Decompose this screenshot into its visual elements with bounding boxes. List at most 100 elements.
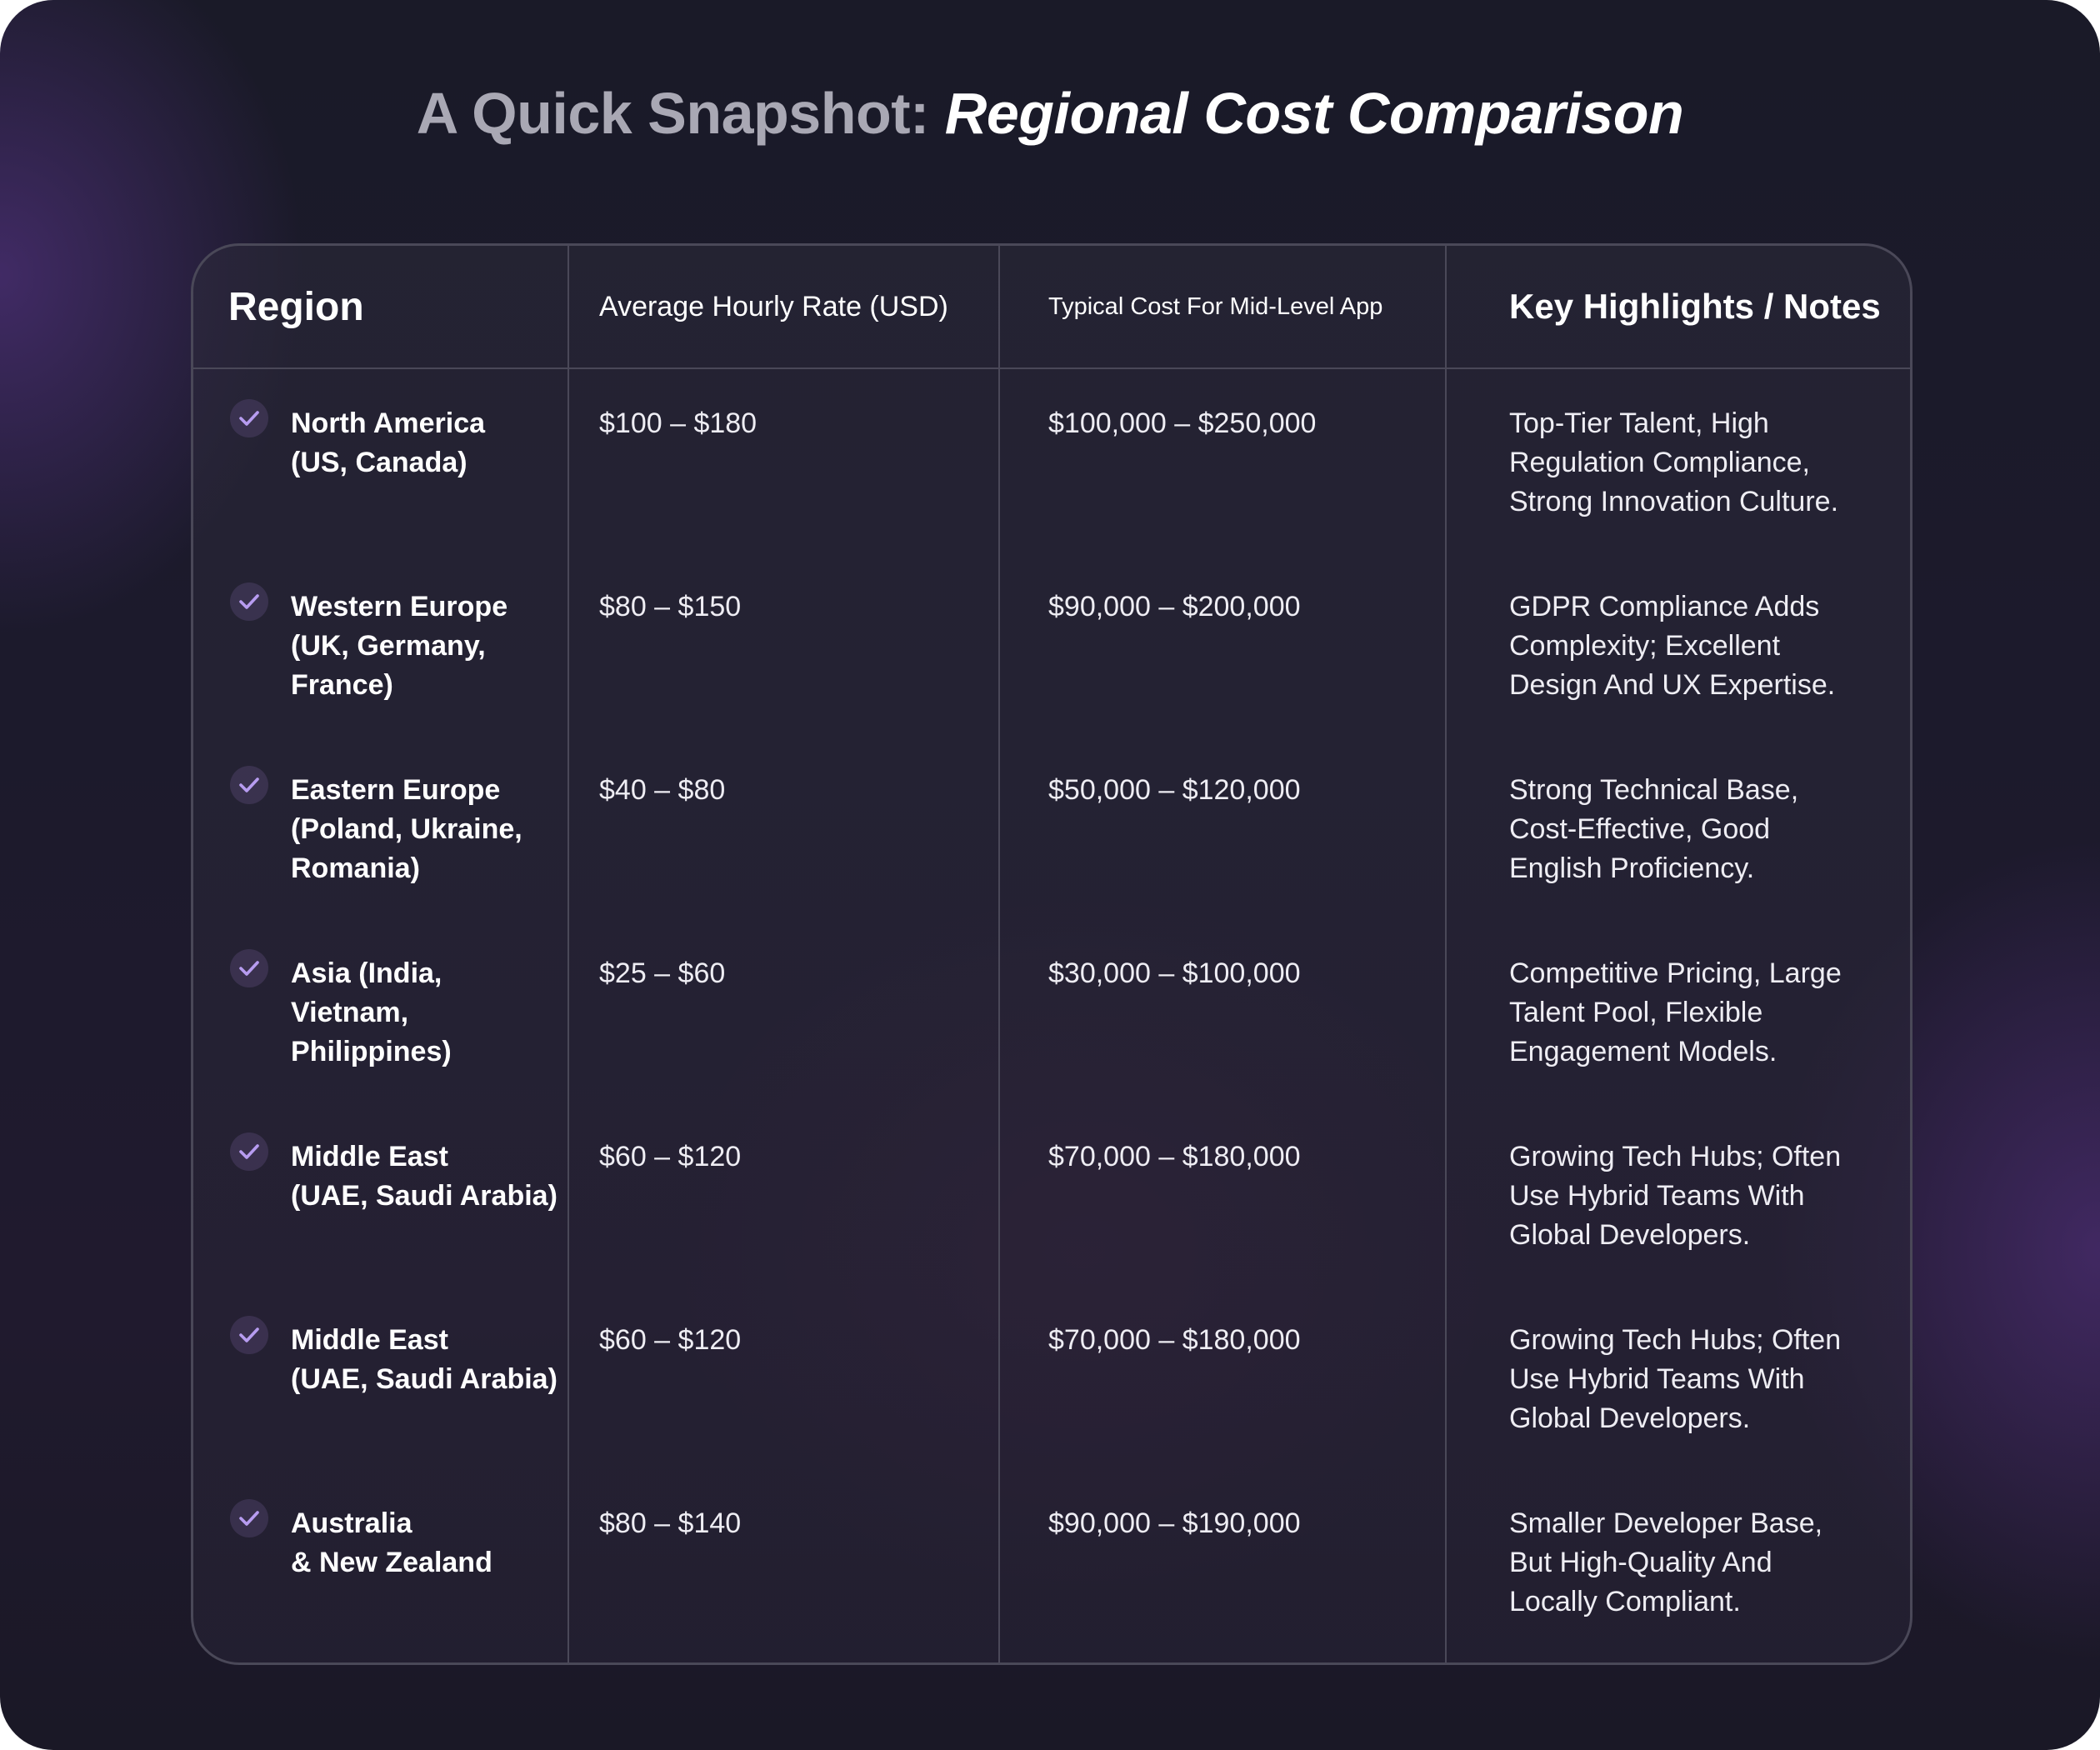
hourly-rate-cell: $100 – $180 — [599, 404, 757, 443]
check-icon — [230, 1316, 268, 1354]
typical-cost-cell-value: $50,000 – $120,000 — [1048, 774, 1301, 806]
header-hourly-rate: Average Hourly Rate (USD) — [599, 290, 948, 322]
typical-cost-cell-value: $70,000 – $180,000 — [1048, 1141, 1301, 1172]
table-row: Middle East (UAE, Saudi Arabia) $60 – $120… — [193, 1316, 1910, 1504]
check-icon — [230, 1132, 268, 1171]
typical-cost-cell-value: $30,000 – $100,000 — [1048, 958, 1301, 989]
table-row: Middle East (UAE, Saudi Arabia) $60 – $120… — [193, 1132, 1910, 1321]
region-cell-line: Middle East — [291, 1141, 448, 1172]
notes-cell-line: Regulation Compliance, — [1509, 447, 1810, 478]
typical-cost-cell-value: $70,000 – $180,000 — [1048, 1324, 1301, 1356]
notes-cell-line: Global Developers. — [1509, 1219, 1751, 1251]
cost-comparison-table: Region Average Hourly Rate (USD) Typical… — [191, 243, 1912, 1665]
column-divider — [1445, 246, 1447, 1662]
region-cell-line: (US, Canada) — [291, 447, 468, 478]
table-row: Eastern Europe (Poland, Ukraine, Romania)… — [193, 766, 1910, 954]
table-row: North America (US, Canada) $100 – $180 $100… — [193, 399, 1910, 588]
notes-cell-line: Use Hybrid Teams With — [1509, 1363, 1805, 1395]
notes-cell-line: Top-Tier Talent, High — [1509, 408, 1769, 439]
notes-cell-line: GDPR Compliance Adds — [1509, 591, 1820, 622]
typical-cost-cell: $70,000 – $180,000 — [1048, 1138, 1301, 1177]
region-cell-line: (UAE, Saudi Arabia) — [291, 1363, 558, 1395]
hourly-rate-cell: $60 – $120 — [599, 1321, 741, 1360]
region-cell-line: & New Zealand — [291, 1547, 492, 1578]
title-emphasis: Regional Cost Comparison — [944, 81, 1684, 146]
header-notes: Key Highlights / Notes — [1509, 287, 1881, 326]
check-icon — [230, 1499, 268, 1538]
hourly-rate-cell: $80 – $150 — [599, 588, 741, 627]
hourly-rate-cell: $60 – $120 — [599, 1138, 741, 1177]
typical-cost-cell: $50,000 – $120,000 — [1048, 771, 1301, 810]
region-cell: Western Europe (UK, Germany, France) — [291, 588, 508, 705]
check-icon — [230, 582, 268, 621]
region-cell: Asia (India, Vietnam, Philippines) — [291, 954, 452, 1072]
region-cell-line: (Poland, Ukraine, — [291, 813, 522, 845]
notes-cell: GDPR Compliance Adds Complexity; Excellen… — [1509, 588, 1835, 705]
hourly-rate-cell-value: $60 – $120 — [599, 1324, 742, 1356]
region-cell-line: Australia — [291, 1508, 412, 1539]
hourly-rate-cell-value: $40 – $80 — [599, 774, 726, 806]
header-typical-cost: Typical Cost For Mid-Level App — [1048, 292, 1383, 320]
table-row: Western Europe (UK, Germany, France) $80 – … — [193, 582, 1910, 771]
hourly-rate-cell-value: $80 – $150 — [599, 591, 742, 622]
typical-cost-cell-value: $90,000 – $200,000 — [1048, 591, 1301, 622]
typical-cost-cell: $90,000 – $200,000 — [1048, 588, 1301, 627]
hourly-rate-cell: $80 – $140 — [599, 1504, 741, 1543]
notes-cell-line: Complexity; Excellent — [1509, 630, 1781, 662]
hourly-rate-cell-value: $60 – $120 — [599, 1141, 742, 1172]
check-icon — [230, 399, 268, 438]
hourly-rate-cell-value: $25 – $60 — [599, 958, 726, 989]
check-icon — [230, 949, 268, 988]
notes-cell: Growing Tech Hubs; Often Use Hybrid Teams… — [1509, 1321, 1841, 1438]
notes-cell-line: Growing Tech Hubs; Often — [1509, 1141, 1842, 1172]
notes-cell-line: Use Hybrid Teams With — [1509, 1180, 1805, 1212]
header-region: Region — [228, 284, 364, 329]
notes-cell: Smaller Developer Base, But High-Quality … — [1509, 1504, 1822, 1622]
column-divider — [998, 246, 1000, 1662]
region-cell-line: Philippines) — [291, 1036, 452, 1068]
notes-cell: Competitive Pricing, Large Talent Pool, F… — [1509, 954, 1842, 1072]
notes-cell-line: Strong Technical Base, — [1509, 774, 1799, 806]
column-divider — [568, 246, 569, 1662]
table-row: Asia (India, Vietnam, Philippines) $25 – $6… — [193, 949, 1910, 1138]
header-divider — [193, 368, 1910, 369]
region-cell: Middle East (UAE, Saudi Arabia) — [291, 1321, 558, 1399]
notes-cell-line: English Proficiency. — [1509, 852, 1755, 884]
region-cell-line: Vietnam, — [291, 997, 409, 1028]
notes-cell-line: Smaller Developer Base, — [1509, 1508, 1823, 1539]
notes-cell-line: Global Developers. — [1509, 1402, 1751, 1434]
notes-cell-line: Design And UX Expertise. — [1509, 669, 1836, 701]
typical-cost-cell-value: $90,000 – $190,000 — [1048, 1508, 1301, 1539]
typical-cost-cell: $100,000 – $250,000 — [1048, 404, 1316, 443]
region-cell-line: North America — [291, 408, 486, 439]
typical-cost-cell: $70,000 – $180,000 — [1048, 1321, 1301, 1360]
notes-cell: Growing Tech Hubs; Often Use Hybrid Teams… — [1509, 1138, 1841, 1255]
page-title: A Quick Snapshot: Regional Cost Comparis… — [0, 80, 2100, 147]
region-cell-line: Eastern Europe — [291, 774, 501, 806]
check-icon — [230, 766, 268, 804]
table-row: Australia & New Zealand $80 – $140 $90,000 … — [193, 1499, 1910, 1662]
region-cell: North America (US, Canada) — [291, 404, 485, 482]
hourly-rate-cell-value: $100 – $180 — [599, 408, 758, 439]
hourly-rate-cell: $40 – $80 — [599, 771, 725, 810]
region-cell: Middle East (UAE, Saudi Arabia) — [291, 1138, 558, 1216]
notes-cell-line: But High-Quality And — [1509, 1547, 1772, 1578]
region-cell-line: (UAE, Saudi Arabia) — [291, 1180, 558, 1212]
notes-cell: Strong Technical Base, Cost-Effective, Go… — [1509, 771, 1798, 888]
notes-cell-line: Cost-Effective, Good — [1509, 813, 1771, 845]
region-cell-line: Asia (India, — [291, 958, 442, 989]
region-cell-line: (UK, Germany, — [291, 630, 486, 662]
typical-cost-cell-value: $100,000 – $250,000 — [1048, 408, 1317, 439]
typical-cost-cell: $30,000 – $100,000 — [1048, 954, 1301, 993]
notes-cell-line: Competitive Pricing, Large — [1509, 958, 1842, 989]
title-lead: A Quick Snapshot: — [416, 81, 945, 146]
hourly-rate-cell-value: $80 – $140 — [599, 1508, 742, 1539]
region-cell-line: Middle East — [291, 1324, 448, 1356]
notes-cell-line: Strong Innovation Culture. — [1509, 486, 1839, 518]
region-cell-line: Romania) — [291, 852, 420, 884]
notes-cell-line: Engagement Models. — [1509, 1036, 1778, 1068]
notes-cell-line: Growing Tech Hubs; Often — [1509, 1324, 1842, 1356]
hourly-rate-cell: $25 – $60 — [599, 954, 725, 993]
notes-cell-line: Locally Compliant. — [1509, 1586, 1741, 1618]
